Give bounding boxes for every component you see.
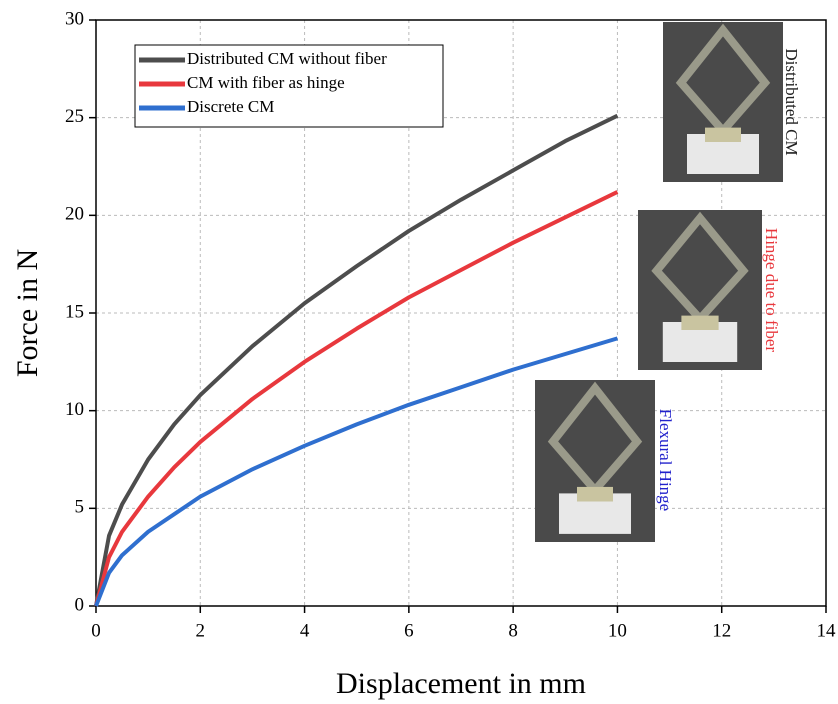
- photo: [535, 380, 655, 542]
- y-tick-label: 30: [65, 8, 84, 29]
- y-tick-label: 25: [65, 106, 84, 127]
- photo: [638, 210, 762, 370]
- x-axis-title: Displacement in mm: [336, 667, 586, 700]
- plot-frame: [95, 19, 827, 607]
- legend-box: [134, 44, 444, 128]
- photo: [663, 22, 783, 182]
- x-tick-label: 2: [196, 620, 206, 641]
- x-tick-label: 8: [508, 620, 518, 641]
- data-line: [94, 113, 619, 607]
- x-tick-label: 6: [404, 620, 414, 641]
- legend-label: Distributed CM without fiber: [187, 49, 387, 68]
- y-tick-label: 20: [65, 204, 84, 225]
- x-tick-label: 0: [91, 620, 101, 641]
- y-tick-label: 15: [65, 301, 84, 322]
- photo-clamp: [577, 486, 613, 502]
- legend-label: Discrete CM: [187, 97, 274, 116]
- x-tick-label: 14: [817, 620, 837, 641]
- annotation: Distributed CM: [782, 48, 801, 155]
- y-tick-label: 5: [75, 497, 85, 518]
- annotation: Hinge due to fiber: [762, 228, 781, 352]
- x-tick-label: 4: [300, 620, 310, 641]
- photo-clamp: [705, 127, 741, 142]
- y-tick-label: 0: [75, 594, 85, 615]
- data-line: [94, 336, 619, 607]
- data-line: [94, 190, 619, 607]
- y-tick-label: 10: [65, 399, 84, 420]
- photo-clamp: [681, 315, 719, 330]
- legend-label: CM with fiber as hinge: [187, 73, 345, 92]
- y-axis-title: Force in N: [11, 249, 44, 377]
- x-tick-label: 12: [712, 620, 731, 641]
- x-tick-label: 10: [608, 620, 627, 641]
- annotation: Flexural Hinge: [656, 409, 675, 511]
